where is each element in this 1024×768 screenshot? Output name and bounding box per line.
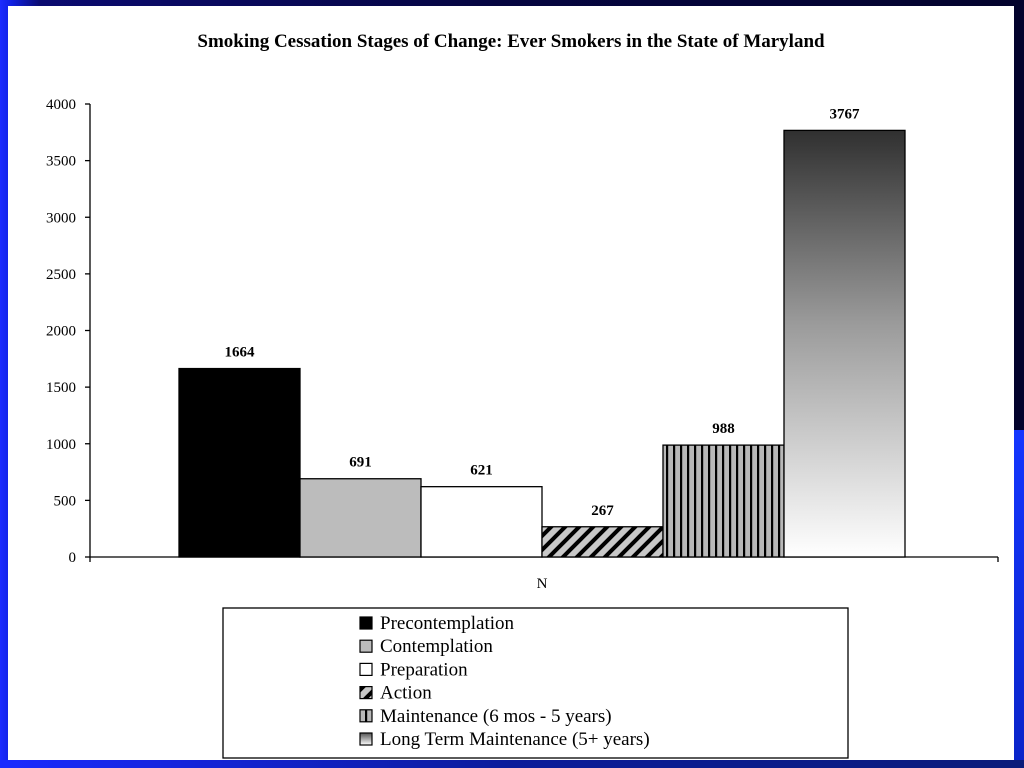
bar-long-term-maintenance-5-years xyxy=(783,129,906,558)
data-label-precontemplation: 1664 xyxy=(225,345,256,361)
y-tick-label: 1500 xyxy=(46,380,76,396)
legend-swatch-preparation xyxy=(359,662,373,677)
data-label-action: 267 xyxy=(591,503,614,519)
legend-label-action: Action xyxy=(380,683,432,704)
legend-swatch-contemplation xyxy=(359,639,373,653)
legend-swatch-action xyxy=(359,685,373,700)
chart-panel: Smoking Cessation Stages of Change: Ever… xyxy=(8,6,1014,760)
y-tick-label: 2000 xyxy=(46,324,76,340)
data-label-maintenance-6-mos-5-years: 988 xyxy=(712,421,735,437)
legend-label-maintenance-6-mos-5-years: Maintenance (6 mos - 5 years) xyxy=(380,706,612,727)
chart: Smoking Cessation Stages of Change: Ever… xyxy=(46,31,999,759)
bar-preparation xyxy=(420,486,543,558)
bar-maintenance-6-mos-5-years xyxy=(662,444,785,558)
data-label-long-term-maintenance-5-years: 3767 xyxy=(830,106,861,122)
legend-label-contemplation: Contemplation xyxy=(380,636,493,657)
legend-label-long-term-maintenance-5-years: Long Term Maintenance (5+ years) xyxy=(380,729,650,750)
data-labels: 1664 691 621 267 988 3767 xyxy=(225,106,861,518)
y-tick-label: 3500 xyxy=(46,154,76,170)
slide-accent-right xyxy=(1012,430,1024,768)
slide-accent-bottom xyxy=(0,760,1024,768)
y-tick-label: 4000 xyxy=(46,97,76,113)
bars xyxy=(178,129,906,558)
legend-swatch-precontemplation xyxy=(359,616,373,630)
chart-title: Smoking Cessation Stages of Change: Ever… xyxy=(197,31,825,52)
data-label-contemplation: 691 xyxy=(349,455,372,471)
axes: 0 500 1000 1500 2000 2500 3000 3500 4000 xyxy=(46,97,999,566)
legend-swatch-maintenance-6-mos-5-years xyxy=(359,709,373,723)
bar-contemplation xyxy=(299,478,422,558)
data-label-preparation: 621 xyxy=(470,463,493,479)
y-tick-label: 3000 xyxy=(46,210,76,226)
bar-action xyxy=(541,526,664,558)
y-tick-label: 1000 xyxy=(46,437,76,453)
y-tick-label: 500 xyxy=(54,493,77,509)
legend-label-preparation: Preparation xyxy=(380,659,468,680)
legend: PrecontemplationContemplationPreparation… xyxy=(359,613,650,750)
y-tick-label: 2500 xyxy=(46,267,76,283)
legend-box xyxy=(222,607,849,759)
legend-label-precontemplation: Precontemplation xyxy=(380,613,515,634)
x-tick-label: N xyxy=(537,576,548,592)
y-tick-label: 0 xyxy=(69,550,77,566)
legend-swatch-long-term-maintenance-5-years xyxy=(359,732,373,746)
bar-precontemplation xyxy=(178,367,301,558)
